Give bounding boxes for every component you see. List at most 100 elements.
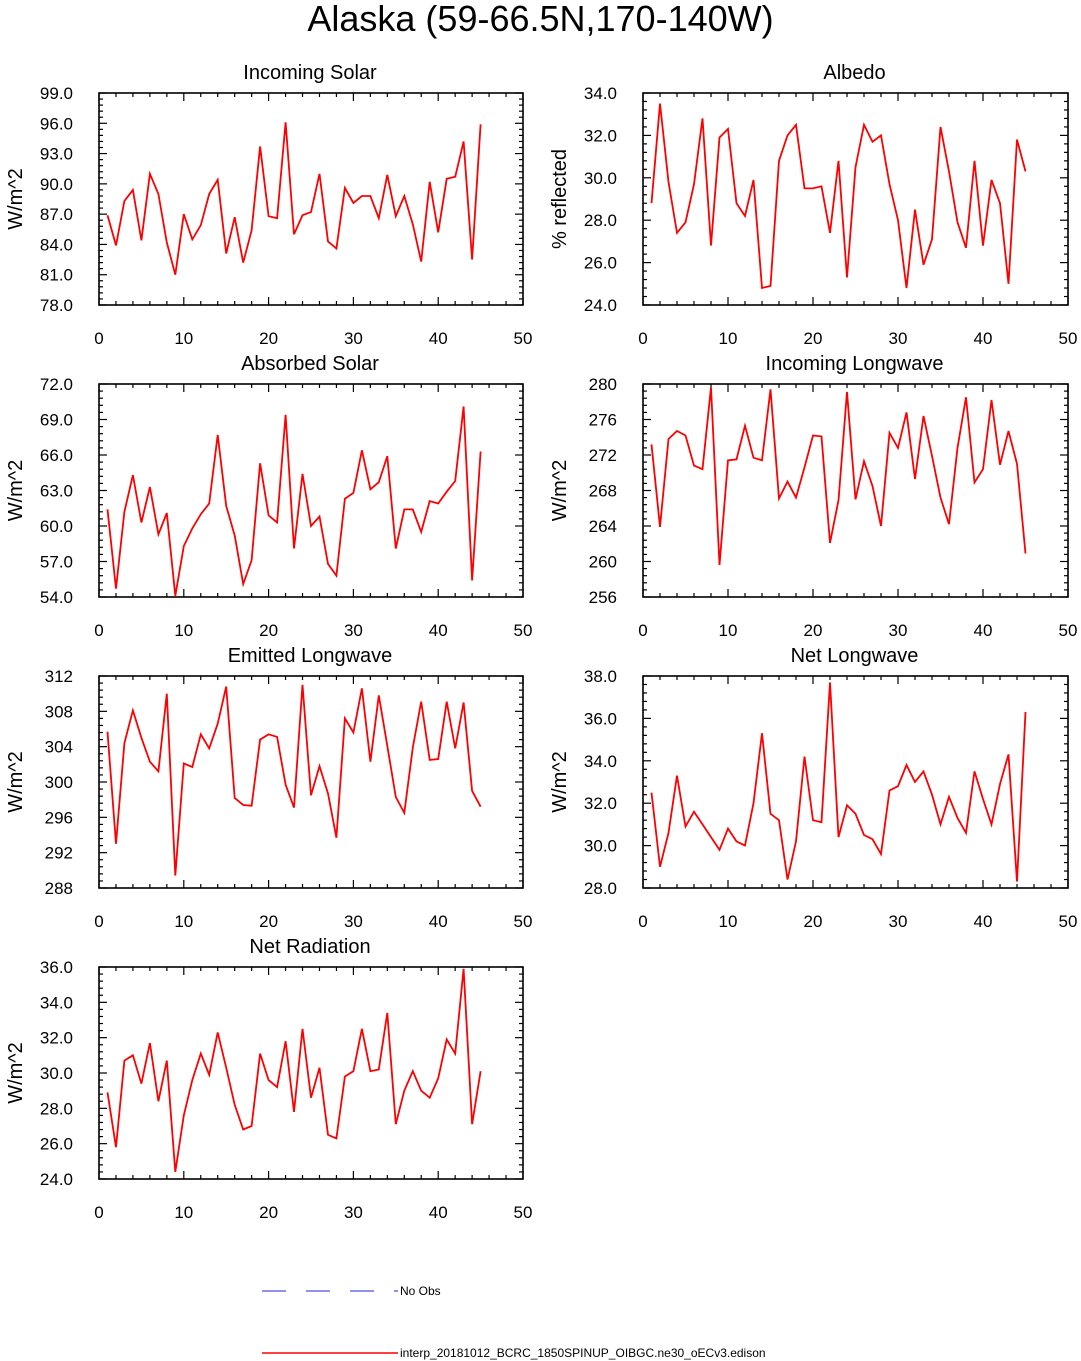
emitted-longwave-ytick-label: 300: [45, 773, 73, 792]
incoming-longwave-ytick-label: 264: [589, 517, 617, 536]
albedo-xtick-label: 40: [974, 329, 993, 348]
net-radiation-data-line: [106, 968, 482, 1173]
emitted-longwave-ytick-label: 288: [45, 879, 73, 898]
albedo-xtick-label: 20: [804, 329, 823, 348]
incoming-solar-xtick-label: 0: [94, 329, 103, 348]
emitted-longwave-ytick-label: 292: [45, 844, 73, 863]
net-radiation-panel-title: Net Radiation: [249, 936, 370, 958]
net-radiation-xtick-label: 40: [429, 1203, 448, 1222]
incoming-solar-xtick-label: 40: [429, 329, 448, 348]
net-longwave-ytick-label: 38.0: [584, 667, 617, 686]
incoming-solar-ytick-label: 78.0: [40, 296, 73, 315]
net-radiation-plot-frame: [98, 966, 524, 1180]
net-longwave-ylabel: W/m^2: [549, 751, 571, 813]
incoming-solar-xtick-label: 10: [174, 329, 193, 348]
absorbed-solar-xtick-label: 0: [94, 621, 103, 640]
net-radiation-ytick-label: 34.0: [40, 993, 73, 1012]
absorbed-solar-data-line: [106, 406, 482, 596]
net-longwave-panel: 0 10 20 30 40 50 28.0 30.0 32.0 34.0 36.0 38.0 Net L…: [549, 645, 1077, 931]
albedo-xtick-label: 30: [889, 329, 908, 348]
emitted-longwave-xtick-label: 10: [174, 912, 193, 931]
emitted-longwave-ytick-label: 308: [45, 702, 73, 721]
albedo-xtick-label: 50: [1059, 329, 1078, 348]
absorbed-solar-xtick-label: 40: [429, 621, 448, 640]
net-longwave-xtick-label: 20: [804, 912, 823, 931]
net-longwave-panel-title: Net Longwave: [791, 645, 919, 667]
incoming-longwave-data-line: [650, 387, 1027, 566]
emitted-longwave-panel: 0 10 20 30 40 50 288 292 296 300 304 308 312 Emitted …: [5, 645, 532, 931]
net-radiation-ytick-label: 32.0: [40, 1029, 73, 1048]
emitted-longwave-ytick-label: 312: [45, 667, 73, 686]
legend-obs-label: No Obs: [400, 1284, 441, 1298]
net-radiation-xtick-label: 50: [514, 1203, 533, 1222]
incoming-longwave-xtick-label: 30: [889, 621, 908, 640]
net-radiation-xtick-label: 20: [259, 1203, 278, 1222]
incoming-solar-ytick-label: 96.0: [40, 114, 73, 133]
albedo-ytick-label: 30.0: [584, 169, 617, 188]
incoming-longwave-ytick-label: 260: [589, 553, 617, 572]
net-longwave-xtick-label: 30: [889, 912, 908, 931]
absorbed-solar-ytick-label: 60.0: [40, 517, 73, 536]
emitted-longwave-xtick-label: 40: [429, 912, 448, 931]
absorbed-solar-panel-title: Absorbed Solar: [241, 353, 379, 375]
incoming-longwave-xtick-label: 10: [719, 621, 738, 640]
albedo-xtick-label: 0: [638, 329, 647, 348]
albedo-ytick-label: 28.0: [584, 211, 617, 230]
albedo-panel-title: Albedo: [823, 62, 885, 84]
net-longwave-xtick-label: 0: [638, 912, 647, 931]
figure-title: Alaska (59-66.5N,170-140W): [307, 0, 774, 39]
net-longwave-xtick-label: 10: [719, 912, 738, 931]
albedo-ytick-label: 32.0: [584, 126, 617, 145]
net-longwave-plot-frame: [642, 675, 1069, 889]
absorbed-solar-ylabel: W/m^2: [5, 460, 27, 522]
net-longwave-ytick-label: 30.0: [584, 837, 617, 856]
emitted-longwave-panel-title: Emitted Longwave: [228, 645, 393, 667]
absorbed-solar-ytick-label: 63.0: [40, 482, 73, 501]
incoming-solar-panel: 0 10 20 30 40 50 78.0 81.0 84.0 87.0 90.0 93.0 96.0 9…: [5, 62, 532, 348]
incoming-longwave-panel-title: Incoming Longwave: [766, 353, 944, 375]
absorbed-solar-ytick-label: 57.0: [40, 553, 73, 572]
incoming-solar-ytick-label: 99.0: [40, 84, 73, 103]
albedo-ytick-label: 26.0: [584, 254, 617, 273]
emitted-longwave-ytick-label: 296: [45, 808, 73, 827]
absorbed-solar-xtick-label: 10: [174, 621, 193, 640]
incoming-longwave-ytick-label: 272: [589, 446, 617, 465]
absorbed-solar-ytick-label: 69.0: [40, 411, 73, 430]
incoming-solar-xtick-label: 30: [344, 329, 363, 348]
net-longwave-data-line: [650, 682, 1027, 882]
absorbed-solar-xtick-label: 20: [259, 621, 278, 640]
net-radiation-xtick-label: 0: [94, 1203, 103, 1222]
incoming-longwave-ylabel: W/m^2: [549, 460, 571, 522]
net-radiation-xtick-label: 10: [174, 1203, 193, 1222]
net-longwave-ytick-label: 36.0: [584, 709, 617, 728]
absorbed-solar-ytick-label: 54.0: [40, 588, 73, 607]
albedo-data-line: [650, 103, 1027, 290]
incoming-longwave-xtick-label: 0: [638, 621, 647, 640]
emitted-longwave-xtick-label: 0: [94, 912, 103, 931]
albedo-plot-frame: [642, 92, 1069, 306]
net-radiation-ytick-label: 36.0: [40, 958, 73, 977]
incoming-solar-ytick-label: 84.0: [40, 235, 73, 254]
incoming-solar-plot-frame: [98, 92, 524, 306]
incoming-longwave-xtick-label: 20: [804, 621, 823, 640]
legend: No Obs interp_20181012_BCRC_1850SPINUP_OI…: [262, 1284, 766, 1360]
incoming-longwave-panel: 0 10 20 30 40 50 256 260 264 268 272 276 280 Incoming…: [549, 353, 1077, 640]
absorbed-solar-xtick-label: 50: [514, 621, 533, 640]
net-longwave-ytick-label: 28.0: [584, 879, 617, 898]
emitted-longwave-data-line: [106, 684, 482, 876]
legend-model-label: interp_20181012_BCRC_1850SPINUP_OIBGC.ne…: [400, 1346, 766, 1360]
albedo-panel: 0 10 20 30 40 50 24.0 26.0 28.0 30.0 32.0 34.0 Albed…: [549, 62, 1077, 348]
incoming-solar-ytick-label: 93.0: [40, 145, 73, 164]
emitted-longwave-ylabel: W/m^2: [5, 751, 27, 813]
incoming-solar-ytick-label: 87.0: [40, 205, 73, 224]
net-radiation-xtick-label: 30: [344, 1203, 363, 1222]
emitted-longwave-xtick-label: 30: [344, 912, 363, 931]
incoming-solar-ytick-label: 90.0: [40, 175, 73, 194]
absorbed-solar-plot-frame: [98, 383, 524, 598]
incoming-longwave-xtick-label: 40: [974, 621, 993, 640]
emitted-longwave-plot-frame: [98, 675, 524, 889]
emitted-longwave-xtick-label: 20: [259, 912, 278, 931]
albedo-ylabel: % reflected: [549, 149, 571, 249]
incoming-solar-data-line: [106, 122, 482, 275]
